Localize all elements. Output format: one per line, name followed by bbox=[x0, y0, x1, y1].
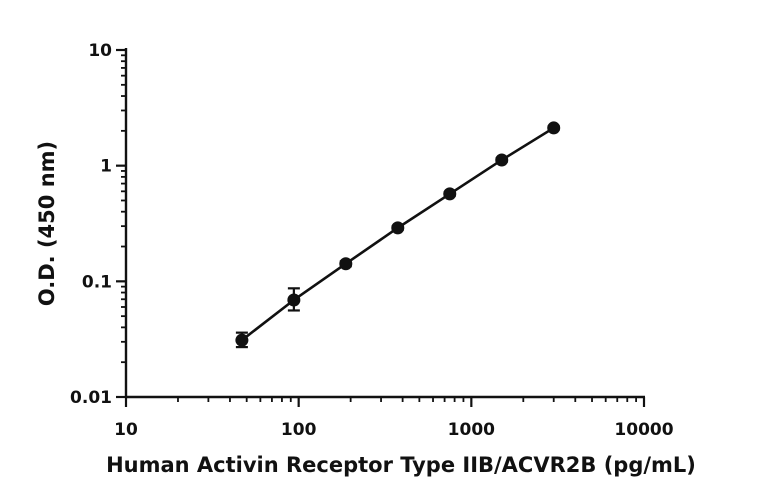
y-tick-label: 10 bbox=[88, 41, 112, 61]
x-tick-label: 100 bbox=[281, 420, 317, 440]
y-axis-title: O.D. (450 nm) bbox=[35, 141, 59, 306]
y-axis-ticks: 0.01 0.1 1 10 bbox=[70, 41, 126, 408]
data-point bbox=[443, 187, 457, 201]
data-points bbox=[235, 121, 561, 349]
x-tick-label: 10000 bbox=[614, 420, 673, 440]
axes bbox=[124, 48, 645, 399]
data-point bbox=[287, 293, 301, 307]
x-axis-title: Human Activin Receptor Type IIB/ACVR2B (… bbox=[106, 453, 696, 477]
data-point bbox=[495, 153, 509, 167]
x-tick-label: 1000 bbox=[448, 420, 495, 440]
y-tick-label: 0.1 bbox=[82, 272, 112, 292]
data-point bbox=[235, 333, 249, 347]
data-point bbox=[339, 257, 353, 271]
data-point bbox=[391, 221, 405, 235]
data-point bbox=[547, 121, 561, 135]
y-tick-label: 1 bbox=[100, 157, 112, 177]
x-tick-label: 10 bbox=[114, 420, 138, 440]
y-tick-label: 0.01 bbox=[70, 388, 112, 408]
x-axis-ticks: 10 100 1000 10000 bbox=[114, 397, 674, 440]
